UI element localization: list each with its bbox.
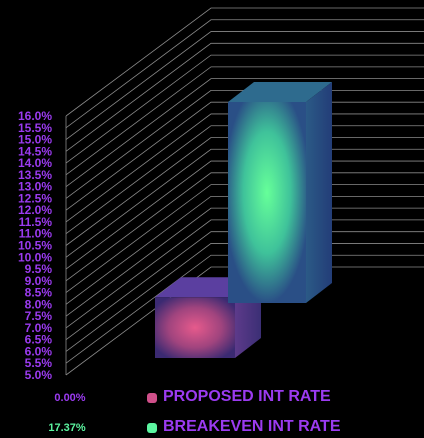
legend-swatch	[147, 423, 157, 433]
gridline	[65, 19, 424, 129]
legend-label: BREAKEVEN INT RATE	[163, 418, 341, 435]
y-tick-label: 13.5%	[18, 168, 52, 182]
legend-item: 0.00% PROPOSED INT RATE	[0, 388, 424, 408]
bars	[155, 82, 332, 358]
gridline	[65, 184, 424, 293]
gridline	[65, 66, 424, 176]
bar-top-face	[228, 82, 332, 102]
y-tick-label: 12.5%	[18, 191, 52, 205]
y-tick-label: 8.5%	[25, 286, 53, 300]
legend-item: 17.37% BREAKEVEN INT RATE	[0, 418, 424, 438]
gridline	[65, 207, 424, 317]
gridline	[65, 7, 424, 117]
y-tick-label: 6.0%	[25, 344, 53, 358]
gridline	[65, 113, 424, 223]
gridlines	[65, 7, 424, 376]
y-tick-label: 15.0%	[18, 133, 52, 147]
y-tick-label: 9.0%	[25, 274, 53, 288]
y-tick-label: 15.5%	[18, 121, 52, 135]
legend-swatch	[147, 393, 157, 403]
gridline	[65, 78, 424, 187]
gridline	[65, 137, 424, 246]
bar-front-face	[155, 297, 235, 358]
legend-value: 0.00%	[54, 392, 86, 404]
y-tick-label: 10.0%	[18, 250, 52, 264]
gridline	[65, 101, 424, 211]
gridline	[65, 148, 424, 258]
y-tick-label: 6.5%	[25, 333, 53, 347]
y-tick-label: 5.0%	[25, 368, 53, 382]
gridline	[65, 231, 424, 341]
gridline	[65, 243, 424, 352]
y-tick-label: 11.5%	[19, 215, 53, 229]
gridline	[65, 195, 424, 305]
bar-side-face	[306, 82, 332, 303]
y-tick-label: 7.5%	[25, 309, 53, 323]
y-tick-label: 13.0%	[18, 180, 52, 194]
y-tick-label: 12.0%	[18, 203, 52, 217]
gridline	[65, 172, 424, 282]
gridline	[65, 219, 424, 329]
gridline	[65, 42, 424, 152]
y-tick-label: 14.5%	[18, 144, 52, 158]
y-tick-label: 10.5%	[18, 239, 52, 253]
bar-front-face	[228, 102, 306, 303]
y-tick-label: 14.0%	[18, 156, 52, 170]
legend-label: PROPOSED INT RATE	[163, 388, 331, 405]
y-tick-label: 8.0%	[25, 297, 53, 311]
legend-value: 17.37%	[48, 422, 86, 434]
y-axis-ticks: 16.0%15.5%15.0%14.5%14.0%13.5%13.0%12.5%…	[18, 109, 52, 382]
y-tick-label: 7.0%	[25, 321, 53, 335]
gridline	[65, 266, 424, 376]
bar-breakeven-int-rate	[228, 82, 332, 303]
y-tick-label: 16.0%	[18, 109, 52, 123]
gridline	[65, 90, 424, 199]
gridline	[65, 31, 424, 140]
gridline	[65, 254, 424, 364]
gridline	[65, 160, 424, 270]
y-tick-label: 11.0%	[19, 227, 53, 241]
gridline	[65, 125, 424, 235]
gridline	[65, 54, 424, 164]
y-tick-label: 5.5%	[25, 356, 53, 370]
y-tick-label: 9.5%	[25, 262, 53, 276]
